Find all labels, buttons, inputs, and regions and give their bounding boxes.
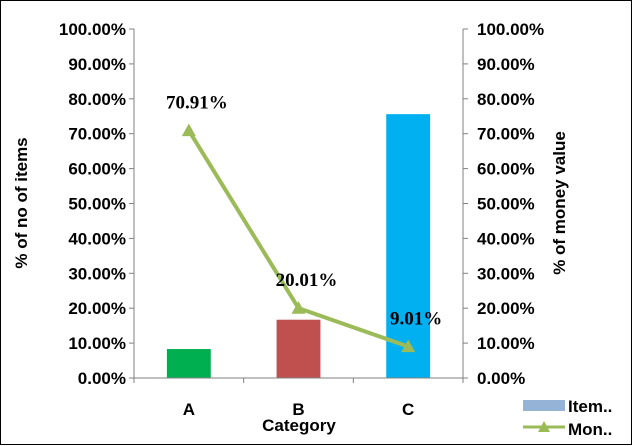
right-tick-label: 50.00% bbox=[477, 195, 535, 214]
line-data-label: 9.01% bbox=[390, 309, 442, 330]
bars-layer bbox=[166, 114, 431, 378]
left-tick-labels: 0.00% 10.00% 20.00% 30.00% 40.00% 50.00% 60.00… bbox=[59, 20, 134, 388]
right-tick-label: 40.00% bbox=[477, 229, 535, 248]
line-marker-A bbox=[181, 123, 196, 137]
left-tick-label: 70.00% bbox=[68, 125, 126, 144]
left-tick-label: 20.00% bbox=[68, 299, 126, 318]
bar-A bbox=[166, 349, 211, 378]
x-tick-label: A bbox=[183, 400, 195, 419]
x-tick-labels: A B C bbox=[133, 378, 464, 419]
left-tick-label: 10.00% bbox=[68, 334, 126, 353]
left-tick-label: 80.00% bbox=[68, 90, 126, 109]
y-axis-title: % of no of items bbox=[12, 137, 31, 268]
right-tick-label: 90.00% bbox=[477, 55, 535, 74]
legend-swatch-bars bbox=[523, 400, 565, 411]
legend-label-bars: Item.. bbox=[568, 397, 612, 416]
legend-label-line: Mon.. bbox=[568, 420, 612, 439]
left-tick-label: 0.00% bbox=[78, 369, 126, 388]
line-data-label: 70.91% bbox=[166, 93, 228, 114]
line-marker-C bbox=[401, 339, 416, 353]
line-Mon.. bbox=[187, 129, 409, 349]
right-tick-label: 10.00% bbox=[477, 334, 535, 353]
right-tick-label: 30.00% bbox=[477, 264, 535, 283]
x-tick-label: B bbox=[292, 400, 304, 419]
left-tick-label: 30.00% bbox=[68, 264, 126, 283]
bar-B bbox=[276, 319, 321, 378]
right-tick-label: 20.00% bbox=[477, 299, 535, 318]
left-tick-label: 90.00% bbox=[68, 55, 126, 74]
line-marker-B bbox=[291, 301, 306, 314]
y2-axis-title: % of money value bbox=[550, 131, 569, 275]
x-tick-label: C bbox=[402, 400, 414, 419]
legend-marker-line bbox=[538, 421, 550, 432]
right-tick-label: 70.00% bbox=[477, 125, 535, 144]
bar-C bbox=[386, 114, 431, 378]
right-tick-label: 0.00% bbox=[477, 369, 525, 388]
right-tick-label: 60.00% bbox=[477, 160, 535, 179]
right-tick-label: 100.00% bbox=[477, 20, 544, 39]
left-tick-label: 50.00% bbox=[68, 195, 126, 214]
left-tick-label: 40.00% bbox=[68, 229, 126, 248]
left-tick-label: 60.00% bbox=[68, 160, 126, 179]
line-series-layer bbox=[181, 123, 416, 353]
right-tick-labels: 0.00% 10.00% 20.00% 30.00% 40.00% 50.00% 60.00… bbox=[463, 20, 544, 388]
line-data-labels: 70.91% 20.01% 9.01% bbox=[166, 93, 442, 330]
left-tick-label: 100.00% bbox=[59, 20, 126, 39]
line-data-label: 20.01% bbox=[276, 270, 338, 291]
x-axis-title: Category bbox=[262, 416, 336, 435]
right-tick-label: 80.00% bbox=[477, 90, 535, 109]
legend: Item.. Mon.. bbox=[523, 397, 612, 439]
